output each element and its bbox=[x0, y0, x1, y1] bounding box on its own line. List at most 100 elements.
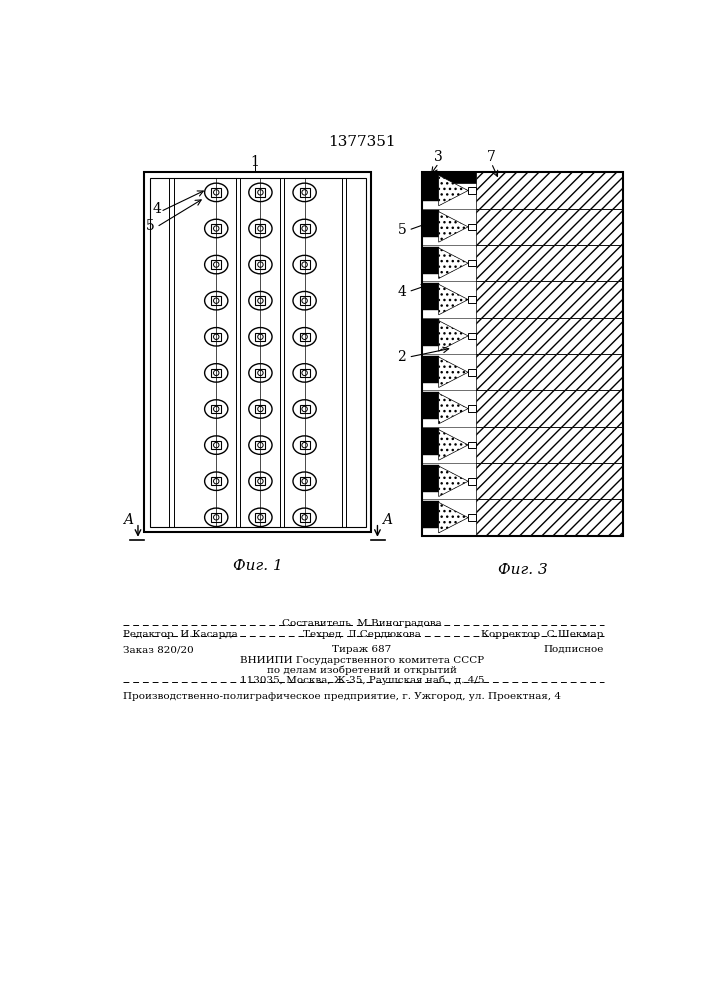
Ellipse shape bbox=[249, 400, 272, 418]
Ellipse shape bbox=[204, 328, 228, 346]
Text: 7: 7 bbox=[487, 150, 496, 164]
Bar bbox=[255, 188, 265, 197]
Polygon shape bbox=[438, 502, 468, 533]
Bar bbox=[476, 463, 623, 499]
Bar bbox=[255, 477, 265, 485]
Text: Техред  Л.Сердюкова: Техред Л.Сердюкова bbox=[303, 630, 421, 639]
Text: 3: 3 bbox=[434, 150, 443, 164]
Ellipse shape bbox=[293, 255, 316, 274]
Text: Фиг. 3: Фиг. 3 bbox=[498, 563, 547, 577]
Bar bbox=[421, 247, 438, 274]
Text: 4: 4 bbox=[152, 202, 161, 216]
Text: 1: 1 bbox=[250, 155, 259, 169]
Bar bbox=[468, 369, 476, 376]
Text: Производственно-полиграфическое предприятие, г. Ужгород, ул. Проектная, 4: Производственно-полиграфическое предприя… bbox=[123, 692, 561, 701]
Bar bbox=[468, 405, 476, 412]
Text: по делам изобретений и открытий: по делам изобретений и открытий bbox=[267, 666, 457, 675]
Text: Составитель  М.Виноградова: Составитель М.Виноградова bbox=[282, 619, 442, 628]
Bar bbox=[476, 245, 623, 281]
Ellipse shape bbox=[249, 183, 272, 202]
Bar bbox=[468, 187, 476, 194]
Bar bbox=[255, 513, 265, 522]
Ellipse shape bbox=[204, 508, 228, 527]
Bar bbox=[211, 224, 221, 233]
Bar bbox=[468, 333, 476, 339]
Bar bbox=[468, 514, 476, 521]
Polygon shape bbox=[438, 321, 468, 351]
Ellipse shape bbox=[249, 472, 272, 490]
Bar bbox=[476, 209, 623, 245]
Polygon shape bbox=[438, 284, 468, 315]
Ellipse shape bbox=[249, 291, 272, 310]
Bar bbox=[144, 172, 371, 532]
Bar bbox=[150, 178, 366, 527]
Bar bbox=[211, 333, 221, 341]
Text: 113035, Москва, Ж-35, Раушская наб., д. 4/5: 113035, Москва, Ж-35, Раушская наб., д. … bbox=[240, 676, 484, 685]
Bar bbox=[255, 405, 265, 413]
Bar bbox=[476, 318, 623, 354]
Bar bbox=[211, 513, 221, 522]
Ellipse shape bbox=[249, 328, 272, 346]
Polygon shape bbox=[438, 248, 468, 278]
Polygon shape bbox=[438, 466, 468, 497]
Bar bbox=[300, 405, 310, 413]
Text: Тираж 687: Тираж 687 bbox=[332, 645, 392, 654]
Ellipse shape bbox=[293, 364, 316, 382]
Bar bbox=[421, 172, 623, 183]
Ellipse shape bbox=[204, 291, 228, 310]
Ellipse shape bbox=[204, 219, 228, 238]
Bar bbox=[255, 224, 265, 233]
Bar bbox=[421, 210, 438, 237]
Bar bbox=[421, 356, 438, 383]
Ellipse shape bbox=[204, 472, 228, 490]
Bar bbox=[476, 354, 623, 390]
Bar bbox=[255, 369, 265, 377]
Text: A: A bbox=[382, 513, 392, 527]
Ellipse shape bbox=[293, 291, 316, 310]
Bar bbox=[300, 260, 310, 269]
Polygon shape bbox=[438, 212, 468, 242]
Ellipse shape bbox=[204, 255, 228, 274]
Text: 2: 2 bbox=[397, 350, 406, 364]
Bar bbox=[468, 224, 476, 230]
Bar bbox=[255, 333, 265, 341]
Ellipse shape bbox=[204, 436, 228, 454]
Bar bbox=[211, 441, 221, 449]
Bar bbox=[300, 513, 310, 522]
Bar bbox=[211, 369, 221, 377]
Bar bbox=[300, 441, 310, 449]
Bar bbox=[300, 369, 310, 377]
Text: 4: 4 bbox=[397, 285, 406, 299]
Bar bbox=[476, 172, 623, 209]
Ellipse shape bbox=[204, 364, 228, 382]
Bar bbox=[421, 465, 438, 492]
Bar bbox=[421, 428, 438, 455]
Bar bbox=[300, 224, 310, 233]
Text: 5: 5 bbox=[397, 223, 406, 237]
Text: ВНИИПИ Государственного комитета СССР: ВНИИПИ Государственного комитета СССР bbox=[240, 656, 484, 665]
Polygon shape bbox=[438, 430, 468, 460]
Ellipse shape bbox=[293, 183, 316, 202]
Bar bbox=[468, 296, 476, 303]
Bar bbox=[421, 283, 438, 310]
Bar bbox=[211, 188, 221, 197]
Polygon shape bbox=[438, 175, 468, 206]
Ellipse shape bbox=[249, 255, 272, 274]
Bar bbox=[211, 477, 221, 485]
Ellipse shape bbox=[204, 183, 228, 202]
Text: 1377351: 1377351 bbox=[328, 135, 396, 149]
Bar bbox=[468, 478, 476, 485]
Bar bbox=[300, 333, 310, 341]
Bar bbox=[211, 405, 221, 413]
Bar bbox=[421, 319, 438, 346]
Text: 5: 5 bbox=[146, 219, 155, 233]
Ellipse shape bbox=[204, 400, 228, 418]
Text: Заказ 820/20: Заказ 820/20 bbox=[123, 645, 194, 654]
Ellipse shape bbox=[293, 508, 316, 527]
Ellipse shape bbox=[293, 328, 316, 346]
Ellipse shape bbox=[249, 219, 272, 238]
Ellipse shape bbox=[249, 364, 272, 382]
Bar bbox=[468, 442, 476, 448]
Bar bbox=[421, 501, 438, 528]
Bar bbox=[300, 296, 310, 305]
